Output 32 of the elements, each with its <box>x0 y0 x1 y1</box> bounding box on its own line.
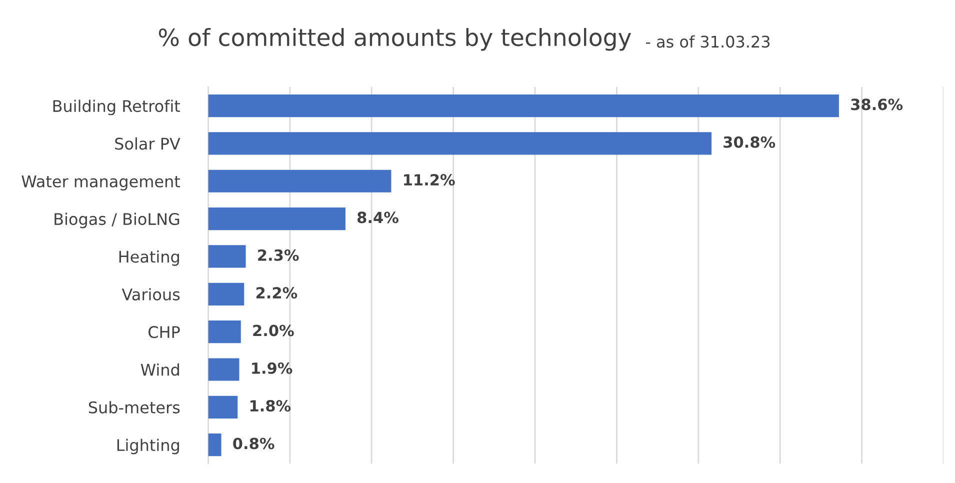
bar <box>208 434 222 456</box>
y-tick-label: CHP <box>148 326 180 338</box>
bar <box>208 282 244 306</box>
y-tick-label: Various <box>122 288 180 300</box>
data-label: 0.8% <box>233 438 274 450</box>
y-tick-label: Heating <box>119 250 179 266</box>
data-label: 2.2% <box>256 287 298 299</box>
data-label: 11.2% <box>404 174 455 186</box>
bar <box>208 396 238 418</box>
data-label: 2.0% <box>253 324 294 336</box>
y-tick-label: Building Retrofit <box>53 100 180 116</box>
data-label: 38.6% <box>851 98 903 110</box>
bar <box>208 358 240 381</box>
data-label: 1.9% <box>252 362 292 374</box>
chart-subtitle: - as of 31.03.23 <box>646 35 770 48</box>
data-label: 30.8% <box>724 136 776 148</box>
y-tick-label: Solar PV <box>115 137 180 150</box>
data-label: 1.8% <box>250 400 291 412</box>
y-tick-label: Lighting <box>117 438 179 454</box>
bar <box>208 320 241 344</box>
chart-title: % of committed amounts by technology <box>158 28 632 51</box>
data-label: 8.4% <box>358 212 398 224</box>
bar <box>208 94 839 118</box>
bar <box>208 132 712 155</box>
y-tick-label: Wind <box>140 363 179 376</box>
y-tick-label: Sub-meters <box>88 401 180 414</box>
y-tick-label: Biogas / BioLNG <box>54 212 180 228</box>
y-tick-label: Water management <box>22 176 180 191</box>
bar <box>208 245 246 268</box>
bar <box>208 207 346 230</box>
bar <box>208 170 392 192</box>
data-label: 2.3% <box>258 249 299 261</box>
